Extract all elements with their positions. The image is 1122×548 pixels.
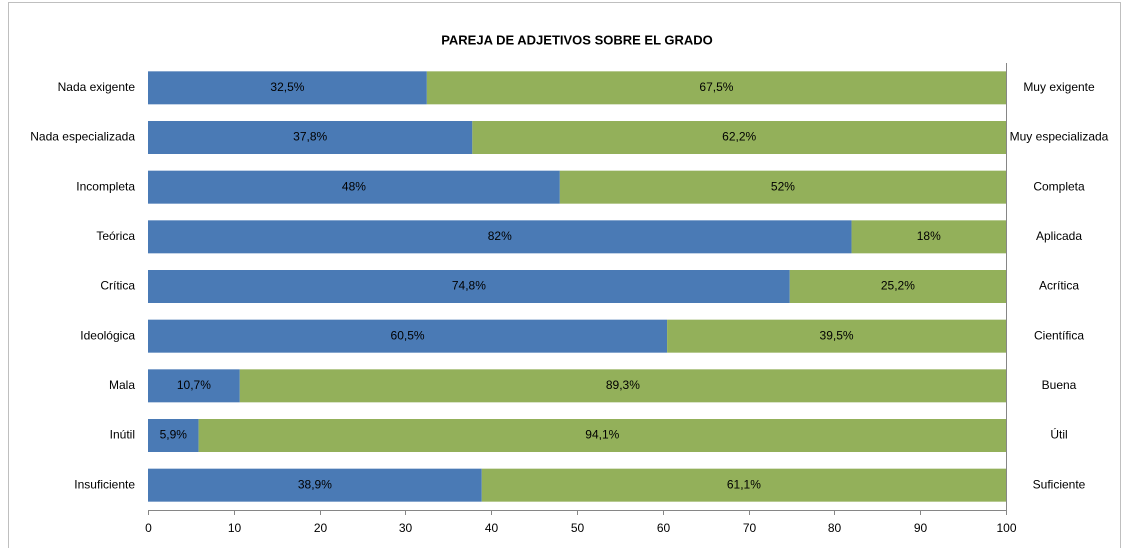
data-label: 62,2% <box>722 130 756 144</box>
data-label: 38,9% <box>298 477 332 491</box>
x-tick-label: 70 <box>743 521 757 535</box>
data-label: 32,5% <box>270 80 304 94</box>
bar-segment <box>148 220 852 254</box>
right-label: Muy exigente <box>1023 80 1095 94</box>
data-label: 52% <box>771 179 795 193</box>
bar-segment <box>148 468 482 502</box>
y-tick-label: Inútil <box>110 428 135 442</box>
bar-segment <box>198 419 1006 452</box>
bar-segment <box>148 419 199 452</box>
bar-segment <box>148 270 790 303</box>
data-label: 37,8% <box>293 130 327 144</box>
data-label: 39,5% <box>820 328 854 342</box>
bar-segment <box>148 170 560 204</box>
bar-segment <box>789 270 1006 303</box>
data-label: 48% <box>342 179 366 193</box>
y-tick-label: Insuficiente <box>74 477 135 491</box>
x-tick-label: 90 <box>914 521 928 535</box>
right-label: Buena <box>1042 378 1077 392</box>
y-tick-label: Teórica <box>96 229 135 243</box>
bar-segment <box>148 121 473 154</box>
data-label: 89,3% <box>606 378 640 392</box>
bar-segment <box>481 468 1007 502</box>
y-tick-label: Nada exigente <box>58 80 136 94</box>
x-tick-label: 80 <box>828 521 842 535</box>
x-tick-label: 30 <box>399 521 413 535</box>
data-label: 60,5% <box>391 328 425 342</box>
bar-segment <box>472 121 1007 154</box>
bar-segment <box>851 220 1006 254</box>
right-label: Útil <box>1050 427 1067 442</box>
right-label: Suficiente <box>1033 477 1086 491</box>
data-label: 10,7% <box>177 378 211 392</box>
right-label: Acrítica <box>1039 279 1079 293</box>
data-label: 25,2% <box>881 279 915 293</box>
y-tick-label: Mala <box>109 378 135 392</box>
data-label: 67,5% <box>699 80 733 94</box>
bar-segment <box>239 369 1006 403</box>
data-label: 61,1% <box>727 477 761 491</box>
y-tick-label: Ideológica <box>80 328 135 342</box>
right-label: Completa <box>1033 179 1085 193</box>
y-tick-label: Incompleta <box>76 179 135 193</box>
bar-segment <box>148 71 427 105</box>
x-tick-label: 60 <box>657 521 671 535</box>
data-label: 74,8% <box>452 279 486 293</box>
x-tick-label: 40 <box>485 521 499 535</box>
x-tick-label: 0 <box>145 521 152 535</box>
data-label: 94,1% <box>585 428 619 442</box>
data-label: 5,9% <box>160 428 188 442</box>
right-label: Muy especializada <box>1010 130 1109 144</box>
right-label: Científica <box>1034 328 1084 342</box>
right-label: Aplicada <box>1036 229 1082 243</box>
chart-title: PAREJA DE ADJETIVOS SOBRE EL GRADO <box>441 32 713 47</box>
x-tick-label: 100 <box>996 521 1016 535</box>
x-tick-label: 20 <box>314 521 328 535</box>
bar-segment <box>148 319 668 353</box>
y-tick-label: Crítica <box>100 279 135 293</box>
bar-segment <box>559 170 1006 204</box>
data-label: 18% <box>917 229 941 243</box>
x-tick-label: 50 <box>571 521 585 535</box>
data-label: 82% <box>488 229 512 243</box>
bar-segment <box>426 71 1007 105</box>
x-tick-label: 10 <box>228 521 242 535</box>
y-tick-label: Nada especializada <box>30 130 135 144</box>
bar-segment <box>667 319 1006 353</box>
bar-segment <box>148 369 240 403</box>
